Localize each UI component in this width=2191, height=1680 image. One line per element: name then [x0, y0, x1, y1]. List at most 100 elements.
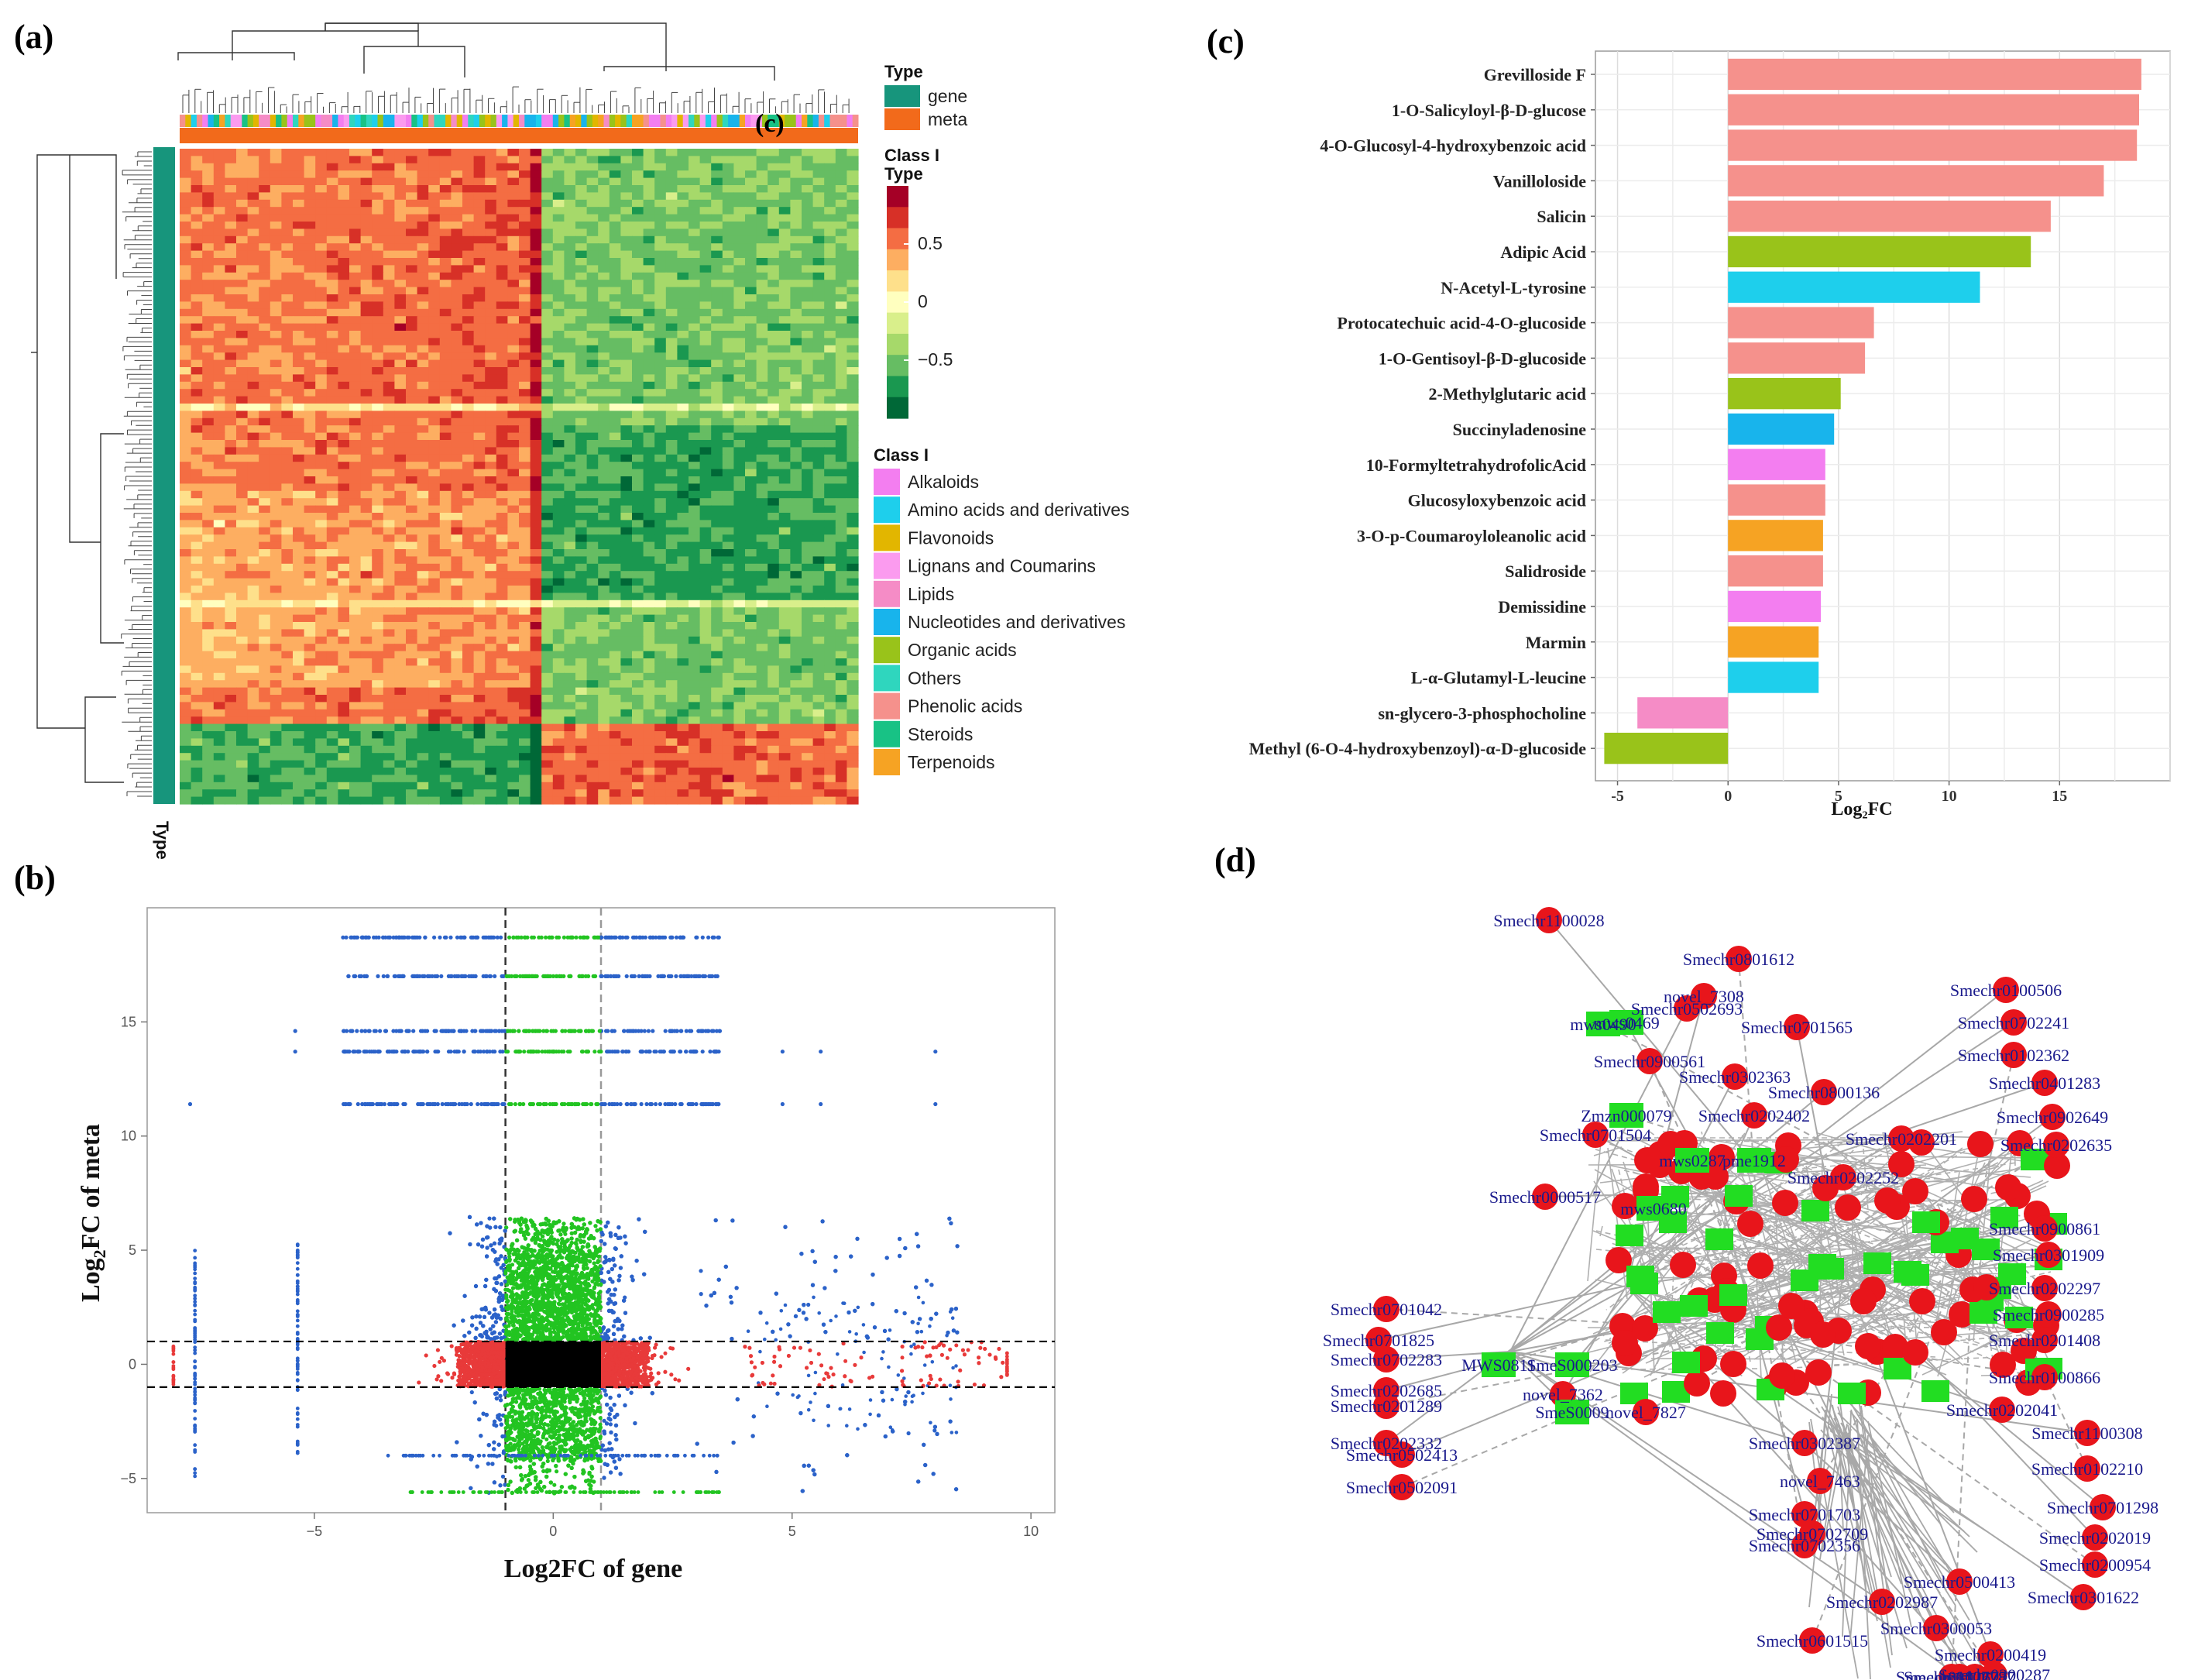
heatmap-cell	[824, 280, 836, 288]
heatmap-cell	[236, 214, 249, 222]
heatmap-cell	[812, 629, 825, 637]
heatmap-cell	[665, 280, 678, 288]
heatmap-cell	[180, 149, 192, 156]
heatmap-cell	[315, 476, 328, 484]
heatmap-cell	[654, 404, 667, 411]
heatmap-cell	[586, 170, 599, 179]
heatmap-cell	[394, 301, 407, 310]
heatmap-cell	[428, 541, 441, 550]
heatmap-cell	[733, 192, 746, 201]
heatmap-cell	[417, 672, 429, 681]
heatmap-cell	[812, 549, 825, 557]
heatmap-cell	[552, 541, 565, 550]
heatmap-cell	[293, 680, 305, 689]
heatmap-cell	[428, 177, 441, 186]
heatmap-cell	[847, 404, 859, 411]
heatmap-cell	[677, 156, 689, 164]
heatmap-cell	[665, 250, 678, 259]
heatmap-cell	[326, 250, 338, 259]
heatmap-cell	[632, 265, 644, 273]
heatmap-cell	[847, 308, 859, 317]
heatmap-cell	[462, 235, 475, 244]
heatmap-cell	[451, 629, 463, 637]
heatmap-cell	[326, 665, 338, 674]
heatmap-cell	[473, 549, 486, 557]
heatmap-cell	[191, 338, 203, 346]
heatmap-cell	[372, 345, 384, 353]
heatmap-cell	[519, 476, 531, 484]
heatmap-cell	[281, 549, 294, 557]
heatmap-cell	[338, 207, 350, 215]
heatmap-cell	[790, 359, 802, 368]
heatmap-cell	[236, 483, 249, 492]
class-strip-cell	[609, 115, 616, 127]
heatmap-cell	[417, 389, 429, 397]
heatmap-cell	[586, 338, 599, 346]
heatmap-cell	[383, 665, 395, 674]
heatmap-cell	[699, 308, 712, 317]
heatmap-cell	[236, 687, 249, 696]
heatmap-cell	[236, 622, 249, 630]
heatmap-cell	[473, 411, 486, 419]
heatmap-cell	[586, 644, 599, 652]
heatmap-cell	[383, 308, 395, 317]
heatmap-cell	[270, 614, 282, 623]
heatmap-cell	[225, 672, 237, 681]
heatmap-cell	[485, 316, 497, 325]
heatmap-cell	[462, 294, 475, 302]
heatmap-cell	[406, 149, 418, 156]
heatmap-cell	[293, 586, 305, 593]
heatmap-cell	[620, 454, 633, 462]
heatmap-cell	[790, 396, 802, 404]
heatmap-cell	[824, 301, 836, 310]
heatmap-cell	[677, 417, 689, 426]
heatmap-cell	[372, 636, 384, 644]
heatmap-cell	[722, 381, 734, 390]
heatmap-cell	[665, 593, 678, 601]
heatmap-cell	[180, 687, 192, 696]
heatmap-cell	[745, 651, 757, 659]
heatmap-cell	[768, 622, 780, 630]
heatmap-cell	[326, 280, 338, 288]
heatmap-cell	[315, 644, 328, 652]
heatmap-cell	[586, 513, 599, 520]
heatmap-cell	[530, 338, 542, 346]
heatmap-cell	[236, 272, 249, 280]
class-strip-cell	[490, 115, 497, 127]
heatmap-cell	[439, 250, 452, 259]
heatmap-cell	[598, 520, 610, 528]
heatmap-cell	[281, 658, 294, 666]
class-strip-cell	[247, 115, 254, 127]
heatmap-cell	[225, 462, 237, 470]
heatmap-cell	[745, 163, 757, 171]
class-strip-cell	[677, 115, 684, 127]
heatmap-cell	[406, 214, 418, 222]
heatmap-cell	[812, 586, 825, 593]
heatmap-cell	[202, 687, 215, 696]
heatmap-cell	[326, 454, 338, 462]
heatmap-cell	[847, 417, 859, 426]
heatmap-cell	[541, 294, 554, 302]
heatmap-cell	[326, 586, 338, 593]
heatmap-cell	[654, 228, 667, 237]
heatmap-cell	[586, 636, 599, 644]
heatmap-cell	[451, 687, 463, 696]
class-strip-cell	[406, 115, 412, 127]
heatmap-cell	[473, 345, 486, 353]
heatmap-cell	[383, 483, 395, 492]
heatmap-cell	[802, 614, 814, 623]
heatmap-cell	[247, 527, 259, 535]
heatmap-cell	[304, 556, 316, 565]
heatmap-cell	[733, 389, 746, 397]
heatmap-cell	[507, 614, 520, 623]
heatmap-cell	[213, 308, 225, 317]
heatmap-cell	[428, 228, 441, 237]
heatmap-cell	[236, 381, 249, 390]
heatmap-cell	[451, 163, 463, 171]
heatmap-cell	[270, 265, 282, 273]
heatmap-cell	[790, 454, 802, 462]
heatmap-cell	[609, 287, 621, 295]
heatmap-cell	[338, 389, 350, 397]
heatmap-cell	[225, 367, 237, 375]
heatmap-cell	[835, 578, 847, 586]
